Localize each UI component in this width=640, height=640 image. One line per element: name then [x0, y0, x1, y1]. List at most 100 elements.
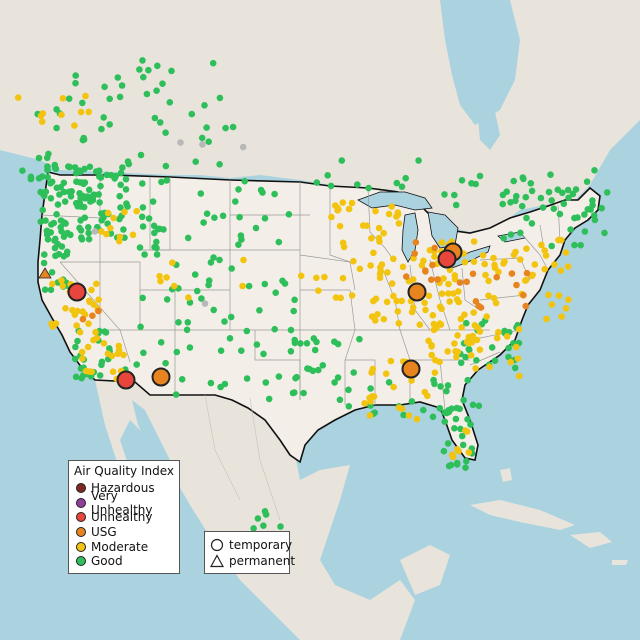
- good-monitor-dot[interactable]: [250, 525, 257, 532]
- moderate-monitor-dot[interactable]: [92, 328, 99, 336]
- good-monitor-dot[interactable]: [402, 174, 410, 182]
- moderate-monitor-dot[interactable]: [445, 280, 452, 288]
- good-monitor-dot[interactable]: [74, 337, 81, 345]
- moderate-monitor-dot[interactable]: [345, 205, 353, 213]
- good-monitor-dot[interactable]: [153, 238, 160, 246]
- good-monitor-dot[interactable]: [139, 204, 147, 211]
- moderate-monitor-dot[interactable]: [387, 357, 395, 365]
- moderate-monitors[interactable]: [14, 92, 572, 461]
- good-monitor-dot[interactable]: [116, 215, 123, 223]
- usg-monitor-dot[interactable]: [520, 291, 527, 299]
- good-monitor-dot[interactable]: [565, 194, 572, 202]
- moderate-monitor-dot[interactable]: [507, 358, 514, 366]
- usg-monitor-dot[interactable]: [422, 267, 429, 274]
- good-monitor-dot[interactable]: [54, 240, 61, 248]
- good-monitor-dot[interactable]: [444, 440, 452, 447]
- good-monitor-dot[interactable]: [210, 254, 217, 261]
- usg-monitor-dot[interactable]: [434, 276, 442, 283]
- moderate-monitor-dot[interactable]: [495, 328, 502, 336]
- moderate-monitor-dot[interactable]: [334, 207, 341, 214]
- good-monitor-dot[interactable]: [168, 67, 175, 75]
- moderate-monitor-dot[interactable]: [470, 309, 478, 316]
- good-monitor-dot[interactable]: [539, 204, 547, 211]
- moderate-monitor-dot[interactable]: [370, 249, 377, 257]
- moderate-monitor-dot[interactable]: [121, 208, 128, 216]
- moderate-monitor-dot[interactable]: [429, 312, 437, 319]
- moderate-monitor-dot[interactable]: [473, 336, 481, 344]
- good-monitor-dot[interactable]: [138, 213, 146, 221]
- good-monitor-dot[interactable]: [589, 197, 596, 204]
- good-monitor-dot[interactable]: [292, 374, 299, 382]
- moderate-monitor-dot[interactable]: [367, 262, 374, 269]
- moderate-monitor-dot[interactable]: [339, 199, 347, 206]
- good-monitor-dot[interactable]: [44, 236, 52, 243]
- good-monitor-dot[interactable]: [64, 229, 71, 237]
- temporary-monitor-unhealthy[interactable]: [67, 282, 87, 302]
- moderate-monitor-dot[interactable]: [476, 328, 484, 335]
- good-monitor-dot[interactable]: [162, 162, 170, 170]
- good-monitor-dot[interactable]: [117, 181, 124, 189]
- moderate-monitor-dot[interactable]: [455, 447, 463, 455]
- moderate-monitor-dot[interactable]: [240, 256, 247, 264]
- moderate-monitor-dot[interactable]: [366, 412, 374, 419]
- good-monitor-dot[interactable]: [47, 195, 55, 202]
- good-monitor-dot[interactable]: [311, 346, 319, 354]
- good-monitor-dot[interactable]: [345, 403, 353, 410]
- good-monitor-dot[interactable]: [124, 158, 132, 165]
- moderate-monitor-dot[interactable]: [551, 261, 558, 268]
- usg-monitor-dot[interactable]: [463, 278, 471, 286]
- good-monitor-dot[interactable]: [430, 376, 437, 384]
- good-monitor-dot[interactable]: [139, 57, 146, 64]
- good-monitor-dot[interactable]: [467, 421, 474, 428]
- usg-monitor-dot[interactable]: [456, 279, 464, 286]
- moderate-monitor-dot[interactable]: [359, 222, 367, 229]
- good-monitor-dot[interactable]: [96, 199, 103, 206]
- good-monitor-dot[interactable]: [499, 200, 507, 208]
- good-monitor-dot[interactable]: [523, 214, 530, 222]
- moderate-monitor-dot[interactable]: [543, 315, 550, 323]
- good-monitor-dot[interactable]: [537, 194, 545, 202]
- moderate-monitor-dot[interactable]: [376, 274, 384, 282]
- moderate-monitor-dot[interactable]: [90, 336, 97, 344]
- moderate-monitor-dot[interactable]: [399, 263, 407, 271]
- moderate-monitor-dot[interactable]: [462, 427, 469, 434]
- good-monitor-dot[interactable]: [408, 398, 416, 405]
- good-monitor-dot[interactable]: [209, 59, 217, 67]
- good-monitor-dot[interactable]: [85, 235, 93, 243]
- moderate-monitor-dot[interactable]: [321, 273, 328, 281]
- good-monitor-dot[interactable]: [114, 74, 122, 81]
- good-monitor-dot[interactable]: [458, 177, 466, 184]
- good-monitor-dot[interactable]: [436, 404, 444, 412]
- good-monitor-dot[interactable]: [53, 106, 60, 113]
- moderate-monitor-dot[interactable]: [500, 260, 507, 267]
- temporary-monitor-usg[interactable]: [151, 367, 171, 387]
- good-monitor-dot[interactable]: [221, 318, 228, 325]
- good-monitor-dot[interactable]: [81, 195, 89, 202]
- good-monitor-dot[interactable]: [252, 224, 260, 232]
- moderate-monitor-dot[interactable]: [468, 339, 476, 346]
- good-monitor-dot[interactable]: [262, 379, 270, 386]
- good-monitor-dot[interactable]: [463, 457, 470, 465]
- good-monitor-dot[interactable]: [217, 383, 224, 391]
- moderate-monitor-dot[interactable]: [372, 295, 380, 303]
- moderate-monitor-dot[interactable]: [558, 236, 565, 244]
- good-monitor-dot[interactable]: [101, 83, 108, 91]
- moderate-monitor-dot[interactable]: [431, 369, 439, 377]
- moderate-monitor-dot[interactable]: [77, 108, 85, 116]
- usg-monitor-dot[interactable]: [411, 250, 419, 257]
- good-monitor-dot[interactable]: [583, 178, 591, 185]
- good-monitor-dot[interactable]: [137, 323, 144, 331]
- usg-monitor-dot[interactable]: [523, 269, 531, 277]
- good-monitor-dot[interactable]: [51, 161, 59, 169]
- moderate-monitor-dot[interactable]: [120, 351, 127, 359]
- moderate-monitor-dot[interactable]: [58, 111, 65, 119]
- good-monitor-dot[interactable]: [300, 389, 307, 397]
- no-data-monitor-dot[interactable]: [201, 300, 209, 307]
- moderate-monitor-dot[interactable]: [59, 282, 66, 290]
- moderate-monitor-dot[interactable]: [493, 334, 501, 342]
- good-monitor-dot[interactable]: [598, 204, 605, 212]
- moderate-monitor-dot[interactable]: [156, 272, 163, 280]
- moderate-monitor-dot[interactable]: [515, 372, 523, 380]
- moderate-monitor-dot[interactable]: [372, 207, 379, 215]
- usg-monitor-dot[interactable]: [403, 273, 410, 280]
